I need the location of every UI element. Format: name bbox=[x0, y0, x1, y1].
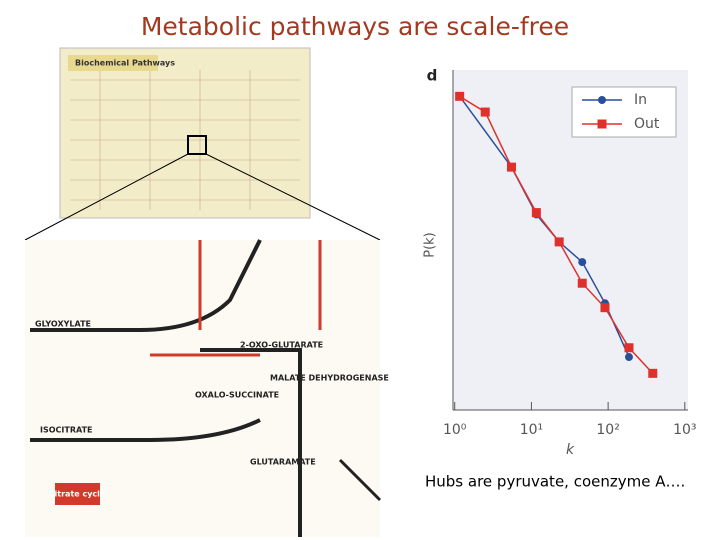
legend-marker bbox=[597, 119, 607, 129]
map-label: GLUTARAMATE bbox=[250, 458, 316, 467]
x-axis-label: k bbox=[566, 442, 575, 458]
zoom-marker bbox=[187, 135, 207, 155]
legend-marker bbox=[598, 96, 606, 104]
x-tick-label: 10³ bbox=[673, 422, 696, 438]
y-axis-label: P(k) bbox=[423, 232, 438, 258]
point bbox=[554, 237, 564, 247]
cycle-box bbox=[55, 483, 100, 505]
legend-label: In bbox=[634, 92, 647, 108]
pathway-map bbox=[59, 47, 311, 219]
map-label: Citrate cycle bbox=[49, 490, 106, 499]
map-heading: Biochemical Pathways bbox=[75, 59, 175, 68]
point bbox=[480, 107, 490, 117]
panel-label: d bbox=[427, 67, 438, 85]
caption: Hubs are pyruvate, coenzyme A…. bbox=[425, 473, 685, 491]
point bbox=[506, 162, 516, 172]
legend-box bbox=[571, 86, 677, 138]
zoom-pathways bbox=[30, 239, 382, 537]
map-label: ISOCITRATE bbox=[40, 426, 93, 435]
map-heading-box bbox=[68, 55, 158, 71]
map-label: MALATE DEHYDROGENASE bbox=[270, 374, 389, 383]
map-texture bbox=[70, 70, 300, 210]
point bbox=[648, 368, 658, 378]
point bbox=[577, 278, 587, 288]
zoom-line bbox=[24, 153, 189, 241]
point bbox=[600, 303, 610, 313]
map-label: OXALO-SUCCINATE bbox=[195, 391, 279, 400]
point bbox=[624, 353, 633, 362]
x-tick-label: 10² bbox=[596, 422, 619, 438]
map-label: 2-OXO-GLUTARATE bbox=[240, 341, 323, 350]
zoom-line bbox=[205, 153, 381, 241]
map-label: GLYOXYLATE bbox=[35, 320, 91, 329]
x-tick-label: 10⁰ bbox=[443, 422, 467, 438]
slide-title: Metabolic pathways are scale-free bbox=[141, 12, 569, 41]
point bbox=[455, 91, 465, 101]
point bbox=[531, 208, 541, 218]
point bbox=[578, 258, 587, 267]
x-tick-label: 10¹ bbox=[520, 422, 543, 438]
point bbox=[624, 343, 634, 353]
legend-label: Out bbox=[634, 116, 660, 132]
